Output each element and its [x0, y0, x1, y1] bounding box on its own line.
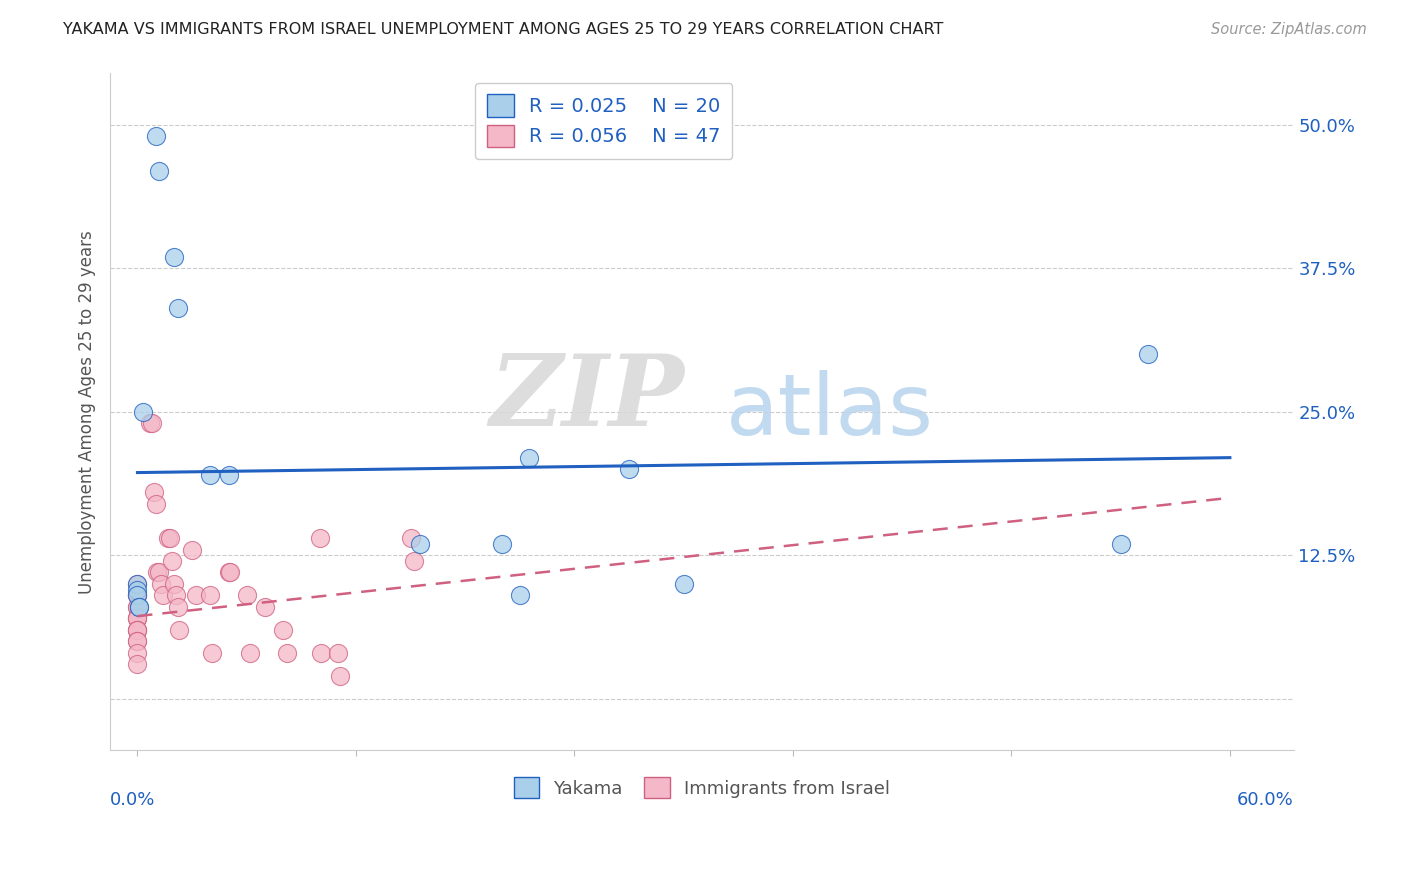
Point	[128, 599, 150, 614]
Point	[271, 623, 294, 637]
Point	[127, 623, 149, 637]
Point	[181, 542, 204, 557]
Point	[127, 657, 149, 672]
Point	[132, 405, 155, 419]
Text: YAKAMA VS IMMIGRANTS FROM ISRAEL UNEMPLOYMENT AMONG AGES 25 TO 29 YEARS CORRELAT: YAKAMA VS IMMIGRANTS FROM ISRAEL UNEMPLO…	[63, 22, 943, 37]
Point	[201, 646, 224, 660]
Point	[145, 497, 167, 511]
Point	[517, 450, 540, 465]
Point	[491, 537, 513, 551]
Text: ZIP: ZIP	[489, 350, 683, 446]
Point	[127, 611, 149, 625]
Point	[150, 577, 173, 591]
Point	[218, 566, 240, 580]
Point	[404, 554, 426, 568]
Text: Source: ZipAtlas.com: Source: ZipAtlas.com	[1211, 22, 1367, 37]
Point	[127, 577, 149, 591]
Point	[509, 589, 531, 603]
Point	[142, 485, 165, 500]
Point	[127, 634, 149, 648]
Point	[200, 589, 222, 603]
Point	[127, 634, 149, 648]
Point	[163, 250, 186, 264]
Point	[617, 462, 640, 476]
Point	[308, 531, 330, 545]
Point	[218, 467, 240, 482]
Point	[152, 589, 174, 603]
Point	[127, 611, 149, 625]
Point	[159, 531, 181, 545]
Point	[235, 589, 257, 603]
Point	[127, 577, 149, 591]
Point	[127, 611, 149, 625]
Point	[311, 646, 333, 660]
Point	[127, 582, 149, 597]
Text: 0.0%: 0.0%	[110, 791, 156, 809]
Y-axis label: Unemployment Among Ages 25 to 29 years: Unemployment Among Ages 25 to 29 years	[79, 230, 96, 593]
Legend: Yakama, Immigrants from Israel: Yakama, Immigrants from Israel	[503, 766, 901, 809]
Point	[1109, 537, 1132, 551]
Point	[166, 599, 188, 614]
Point	[399, 531, 422, 545]
Point	[219, 566, 242, 580]
Point	[148, 163, 170, 178]
Point	[326, 646, 349, 660]
Point	[127, 599, 149, 614]
Point	[329, 669, 352, 683]
Point	[165, 589, 187, 603]
Point	[127, 589, 149, 603]
Point	[160, 554, 183, 568]
Point	[166, 301, 188, 316]
Point	[253, 599, 276, 614]
Point	[139, 416, 162, 430]
Point	[169, 623, 191, 637]
Point	[276, 646, 298, 660]
Point	[127, 599, 149, 614]
Point	[157, 531, 180, 545]
Point	[127, 646, 149, 660]
Point	[145, 129, 167, 144]
Point	[127, 623, 149, 637]
Point	[200, 467, 222, 482]
Point	[672, 577, 695, 591]
Point	[239, 646, 262, 660]
Point	[146, 566, 169, 580]
Point	[163, 577, 186, 591]
Text: 60.0%: 60.0%	[1237, 791, 1294, 809]
Point	[141, 416, 163, 430]
Point	[127, 623, 149, 637]
Point	[408, 537, 430, 551]
Point	[128, 599, 150, 614]
Point	[127, 589, 149, 603]
Text: atlas: atlas	[725, 370, 934, 453]
Point	[148, 566, 170, 580]
Point	[127, 589, 149, 603]
Point	[184, 589, 207, 603]
Point	[1136, 347, 1159, 361]
